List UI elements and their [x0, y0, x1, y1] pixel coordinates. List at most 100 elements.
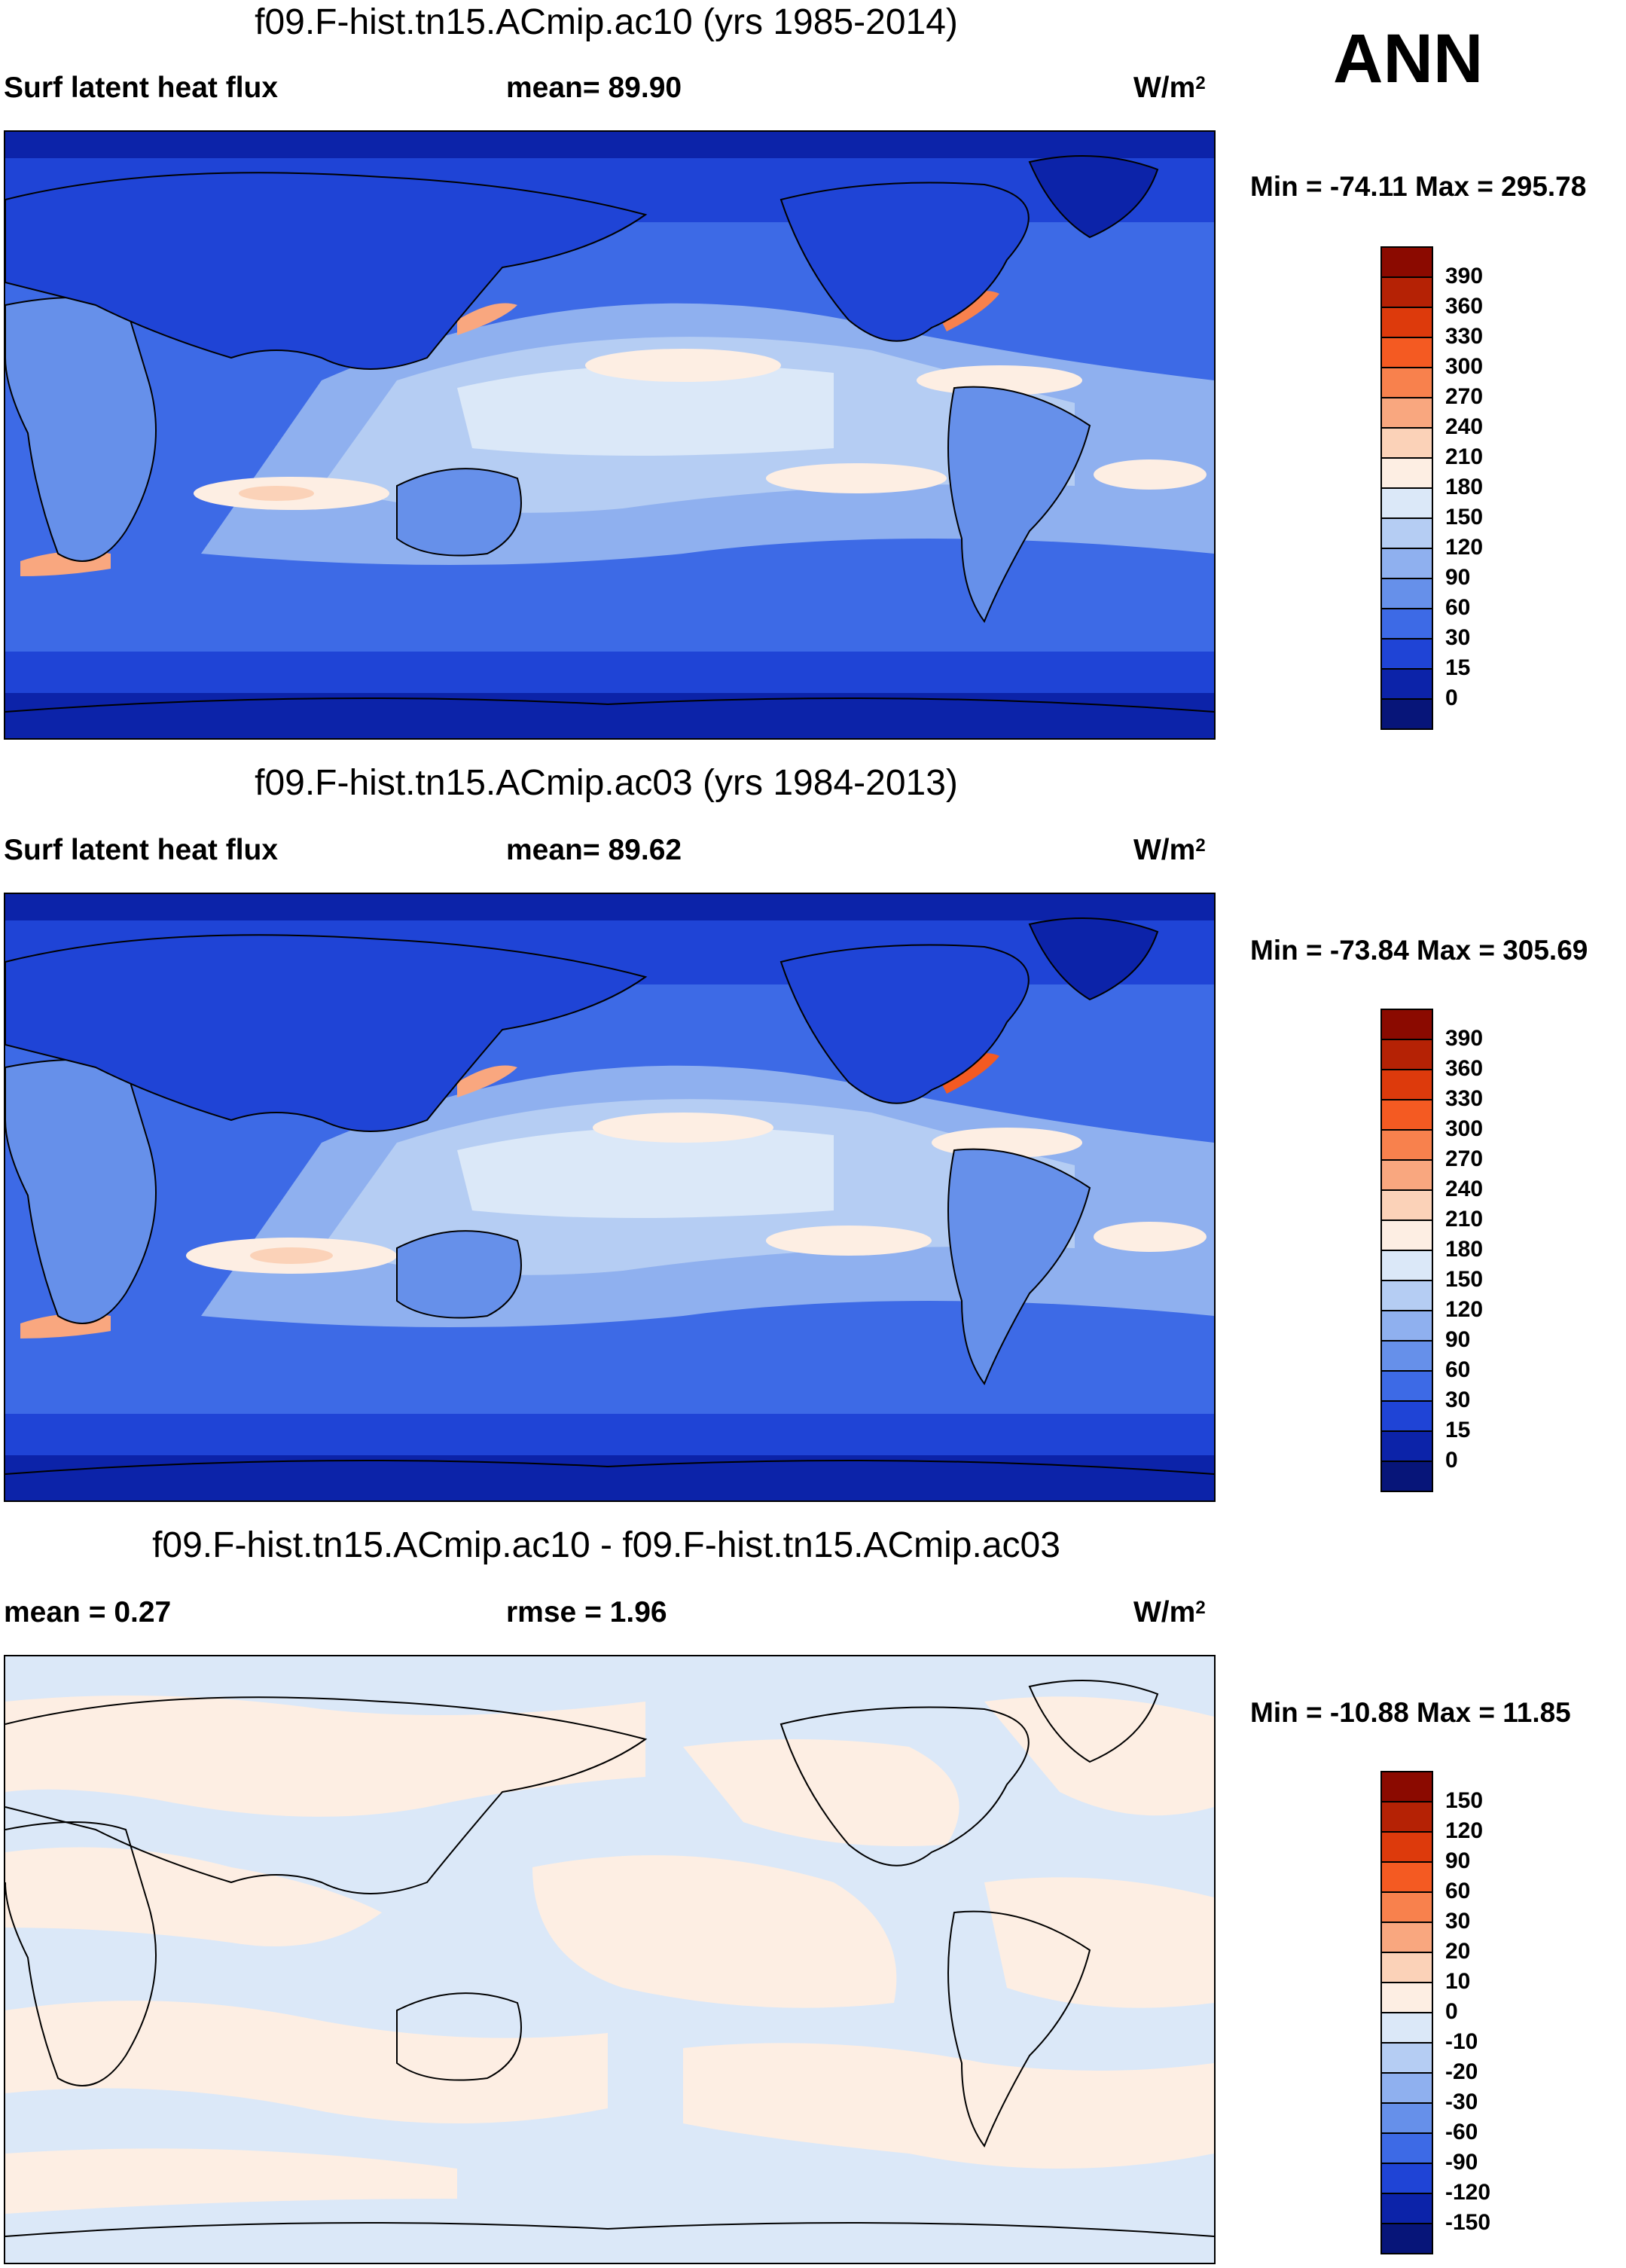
colorbar-tick-label: 360 [1445, 294, 1484, 319]
panel-3-mean-label: mean = 0.27 [4, 1596, 172, 1629]
colorbar-swatch [1380, 1891, 1433, 1923]
colorbar-tick-label: -90 [1445, 2150, 1478, 2175]
colorbar-swatch [1380, 1250, 1433, 1281]
colorbar-tick-label: 210 [1445, 444, 1484, 469]
colorbar-tick-label: 30 [1445, 1909, 1471, 1934]
colorbar-tick-label: 360 [1445, 1056, 1484, 1081]
panel-1-title: f09.F-hist.tn15.ACmip.ac10 (yrs 1985-201… [255, 2, 958, 42]
panel-3-colorbar: 150 120 90 60 30 20 10 0 -10 -20 -30 -60 -90 -120 -150 [1380, 1771, 1490, 2254]
colorbar-swatch [1380, 367, 1433, 398]
colorbar-swatch [1380, 548, 1433, 579]
colorbar-tick-label: 0 [1445, 1999, 1458, 2024]
colorbar-swatch [1380, 1069, 1433, 1100]
colorbar-swatch [1380, 1099, 1433, 1131]
colorbar-swatch [1380, 2072, 1433, 2104]
colorbar-tick-label: 60 [1445, 1357, 1471, 1382]
panel-2-title: f09.F-hist.tn15.ACmip.ac03 (yrs 1984-201… [255, 763, 958, 803]
colorbar-tick-label: 300 [1445, 1116, 1484, 1141]
colorbar-swatch [1380, 2132, 1433, 2164]
panel-1-map [4, 130, 1216, 740]
colorbar-swatch [1380, 246, 1433, 278]
colorbar-swatch [1380, 1009, 1433, 1040]
colorbar-swatch [1380, 638, 1433, 670]
colorbar-tick-label: 10 [1445, 1969, 1471, 1994]
panel-1-minmax: Min = -74.11 Max = 295.78 [1250, 171, 1587, 202]
panel-3-map [4, 1655, 1216, 2264]
colorbar-swatch [1380, 608, 1433, 639]
colorbar-tick-label: 90 [1445, 1848, 1471, 1873]
panel-3-minmax: Min = -10.88 Max = 11.85 [1250, 1697, 1571, 1728]
colorbar-swatch [1380, 1370, 1433, 1402]
panel-3-rmse-label: rmse = 1.96 [506, 1596, 667, 1629]
colorbar-swatch [1380, 1430, 1433, 1462]
panel-2-units: W/m2 [1133, 834, 1206, 866]
colorbar-tick-label: 60 [1445, 595, 1471, 620]
colorbar-swatch [1380, 1771, 1433, 1802]
colorbar-tick-label: 300 [1445, 354, 1484, 379]
colorbar-tick-label: 30 [1445, 625, 1471, 650]
panel-1-variable-label: Surf latent heat flux [4, 72, 279, 104]
colorbar-swatch [1380, 457, 1433, 489]
colorbar-swatch [1380, 1280, 1433, 1311]
colorbar-tick-label: 180 [1445, 1237, 1484, 1262]
colorbar-tick-label: 120 [1445, 535, 1484, 560]
colorbar-swatch [1380, 1129, 1433, 1161]
colorbar-swatch [1380, 517, 1433, 549]
panel-1-colorbar: 390 360 330 300 270 240 210 180 150 120 90 60 30 15 0 [1380, 246, 1483, 730]
colorbar-swatch [1380, 2163, 1433, 2194]
colorbar-swatch [1380, 2223, 1433, 2254]
colorbar-swatch [1380, 276, 1433, 308]
colorbar-swatch [1380, 337, 1433, 368]
colorbar-tick-label: 120 [1445, 1297, 1484, 1322]
colorbar-swatch [1380, 1039, 1433, 1070]
colorbar-swatch [1380, 1400, 1433, 1432]
colorbar-tick-label: -10 [1445, 2029, 1478, 2054]
colorbar-swatch [1380, 397, 1433, 429]
season-label: ANN [1333, 20, 1484, 97]
colorbar-tick-label: 90 [1445, 1327, 1471, 1352]
colorbar-swatch [1380, 427, 1433, 459]
colorbar-swatch [1380, 578, 1433, 609]
colorbar-swatch [1380, 2193, 1433, 2224]
panel-1-mean-label: mean= 89.90 [506, 72, 682, 104]
panel-2-variable-label: Surf latent heat flux [4, 834, 279, 866]
colorbar-tick-label: 240 [1445, 414, 1484, 439]
colorbar-swatch [1380, 1159, 1433, 1191]
colorbar-tick-label: -120 [1445, 2180, 1491, 2205]
colorbar-swatch [1380, 487, 1433, 519]
colorbar-tick-label: 150 [1445, 1788, 1484, 1813]
colorbar-tick-label: 90 [1445, 565, 1471, 590]
colorbar-tick-label: -60 [1445, 2120, 1478, 2144]
colorbar-tick-label: -20 [1445, 2059, 1478, 2084]
colorbar-tick-label: -150 [1445, 2210, 1491, 2235]
colorbar-swatch [1380, 668, 1433, 700]
colorbar-swatch [1380, 307, 1433, 338]
colorbar-swatch [1380, 1982, 1433, 2013]
colorbar-swatch [1380, 1340, 1433, 1372]
colorbar-swatch [1380, 1952, 1433, 1983]
colorbar-swatch [1380, 1310, 1433, 1342]
panel-2-minmax: Min = -73.84 Max = 305.69 [1250, 935, 1588, 966]
colorbar-tick-label: -30 [1445, 2089, 1478, 2114]
colorbar-swatch [1380, 1831, 1433, 1863]
colorbar-tick-label: 60 [1445, 1879, 1471, 1903]
panel-1-units: W/m2 [1133, 72, 1206, 104]
colorbar-tick-label: 30 [1445, 1387, 1471, 1412]
colorbar-swatch [1380, 1189, 1433, 1221]
colorbar-swatch [1380, 1922, 1433, 1953]
colorbar-tick-label: 390 [1445, 264, 1484, 288]
colorbar-tick-label: 270 [1445, 1146, 1484, 1171]
colorbar-tick-label: 150 [1445, 1267, 1484, 1292]
colorbar-tick-label: 390 [1445, 1026, 1484, 1051]
colorbar-tick-label: 240 [1445, 1177, 1484, 1201]
colorbar-swatch [1380, 2012, 1433, 2044]
colorbar-tick-label: 330 [1445, 324, 1484, 349]
colorbar-swatch [1380, 1801, 1433, 1833]
colorbar-swatch [1380, 1861, 1433, 1893]
colorbar-tick-label: 15 [1445, 655, 1471, 680]
colorbar-swatch [1380, 698, 1433, 730]
colorbar-tick-label: 120 [1445, 1818, 1484, 1843]
colorbar-tick-label: 0 [1445, 685, 1458, 710]
colorbar-tick-label: 210 [1445, 1207, 1484, 1232]
panel-3-units: W/m2 [1133, 1596, 1206, 1629]
